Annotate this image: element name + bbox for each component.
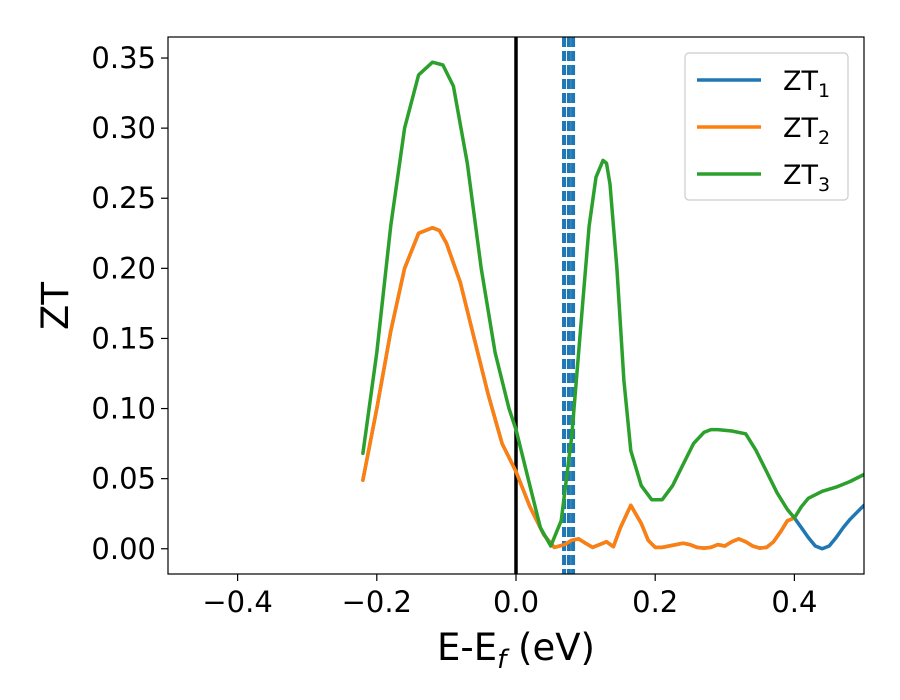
x-tick-label: 0.4: [771, 585, 817, 619]
y-tick-label: 0.05: [91, 462, 156, 496]
legend-label: ZT2: [783, 113, 830, 149]
x-tick-label: 0.0: [493, 585, 539, 619]
y-tick-label: 0.20: [91, 251, 156, 285]
vertical-lines: [514, 37, 576, 574]
legend-box: [684, 52, 849, 201]
y-tick-label: 0.30: [91, 111, 156, 145]
x-tick-label: −0.4: [202, 585, 272, 619]
legend-label: ZT3: [783, 160, 830, 196]
ticks: −0.4 −0.2 0.0 0.2 0.4 0.00 0.05 0.10 0.15 0.20 0.2…: [91, 41, 817, 619]
series-line-zt1: [361, 225, 864, 551]
y-tick-label: 0.10: [91, 392, 156, 426]
y-tick-label: 0.00: [91, 532, 156, 566]
y-axis-label: ZT: [34, 282, 77, 330]
legend-label: ZT1: [783, 66, 830, 102]
series-lines: [361, 60, 864, 551]
x-tick-label: −0.2: [342, 585, 412, 619]
y-tick-label: 0.35: [91, 41, 156, 75]
legend: ZT1 ZT2 ZT3: [684, 52, 849, 201]
series-line-zt3: [361, 60, 864, 548]
series-line-zt2: [361, 225, 797, 550]
x-axis-label: E-Ef (eV): [437, 626, 595, 675]
y-tick-label: 0.25: [91, 181, 156, 215]
y-tick-label: 0.15: [91, 321, 156, 355]
x-tick-label: 0.2: [632, 585, 678, 619]
